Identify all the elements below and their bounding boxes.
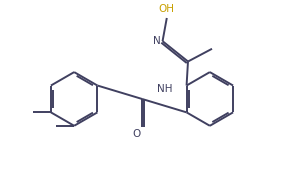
Text: N: N bbox=[153, 36, 160, 46]
Text: OH: OH bbox=[159, 4, 175, 14]
Text: NH: NH bbox=[156, 84, 172, 94]
Text: O: O bbox=[133, 129, 141, 139]
